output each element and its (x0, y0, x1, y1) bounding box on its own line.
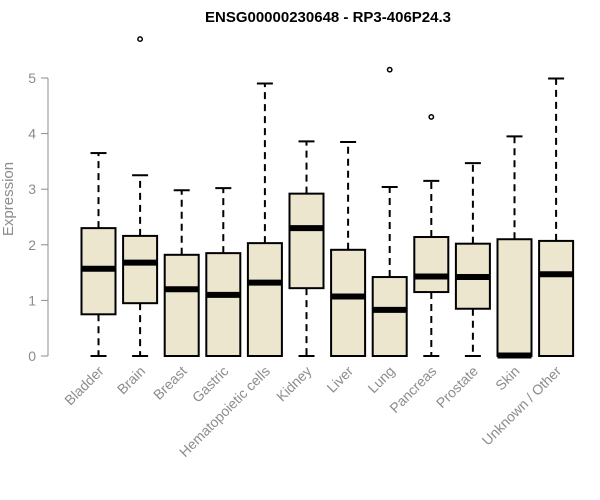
box-iqr (163, 253, 200, 357)
y-tick-label: 5 (28, 70, 36, 86)
x-tick-label: Bladder (61, 363, 107, 409)
x-tick-label: Kidney (273, 363, 315, 405)
box-prostate (454, 162, 491, 357)
box-iqr (496, 238, 533, 358)
box-iqr (122, 234, 159, 305)
box-series (80, 36, 575, 359)
box-iqr (413, 236, 450, 294)
box-gastric (205, 187, 242, 357)
y-axis-label: Expression (0, 162, 17, 236)
y-axis: 0 1 2 3 4 5 (28, 70, 49, 364)
box-unknown-other (538, 77, 575, 358)
outlier-point (137, 36, 144, 43)
box-breast (163, 189, 200, 357)
y-tick-label: 3 (28, 181, 36, 197)
y-tick-label: 2 (28, 237, 36, 253)
x-tick-label: Breast (150, 363, 190, 403)
chart-title: ENSG00000230648 - RP3-406P24.3 (205, 9, 451, 26)
box-brain (122, 36, 159, 357)
outlier-point (386, 66, 393, 73)
x-tick-label: Brain (114, 363, 148, 397)
x-tick-label: Lung (364, 363, 397, 396)
y-tick-label: 4 (28, 126, 36, 142)
box-hematopoietic-cells (246, 82, 283, 357)
box-lung (371, 66, 408, 358)
box-bladder (80, 152, 117, 357)
y-tick-label: 1 (28, 292, 36, 308)
box-iqr (246, 242, 283, 357)
outlier-point (428, 113, 435, 120)
box-pancreas (413, 113, 450, 357)
box-iqr (205, 252, 242, 357)
box-iqr (288, 192, 325, 290)
box-iqr (330, 248, 367, 357)
box-liver (330, 140, 367, 357)
box-kidney (288, 140, 325, 357)
x-tick-label: Unknown / Other (479, 363, 565, 449)
box-iqr (538, 239, 575, 358)
y-tick-label: 0 (28, 348, 36, 364)
box-iqr (371, 276, 408, 358)
x-tick-label: Prostate (433, 363, 481, 411)
x-tick-label: Liver (323, 363, 356, 396)
box-skin (496, 135, 533, 359)
x-tick-label: Skin (492, 363, 523, 394)
